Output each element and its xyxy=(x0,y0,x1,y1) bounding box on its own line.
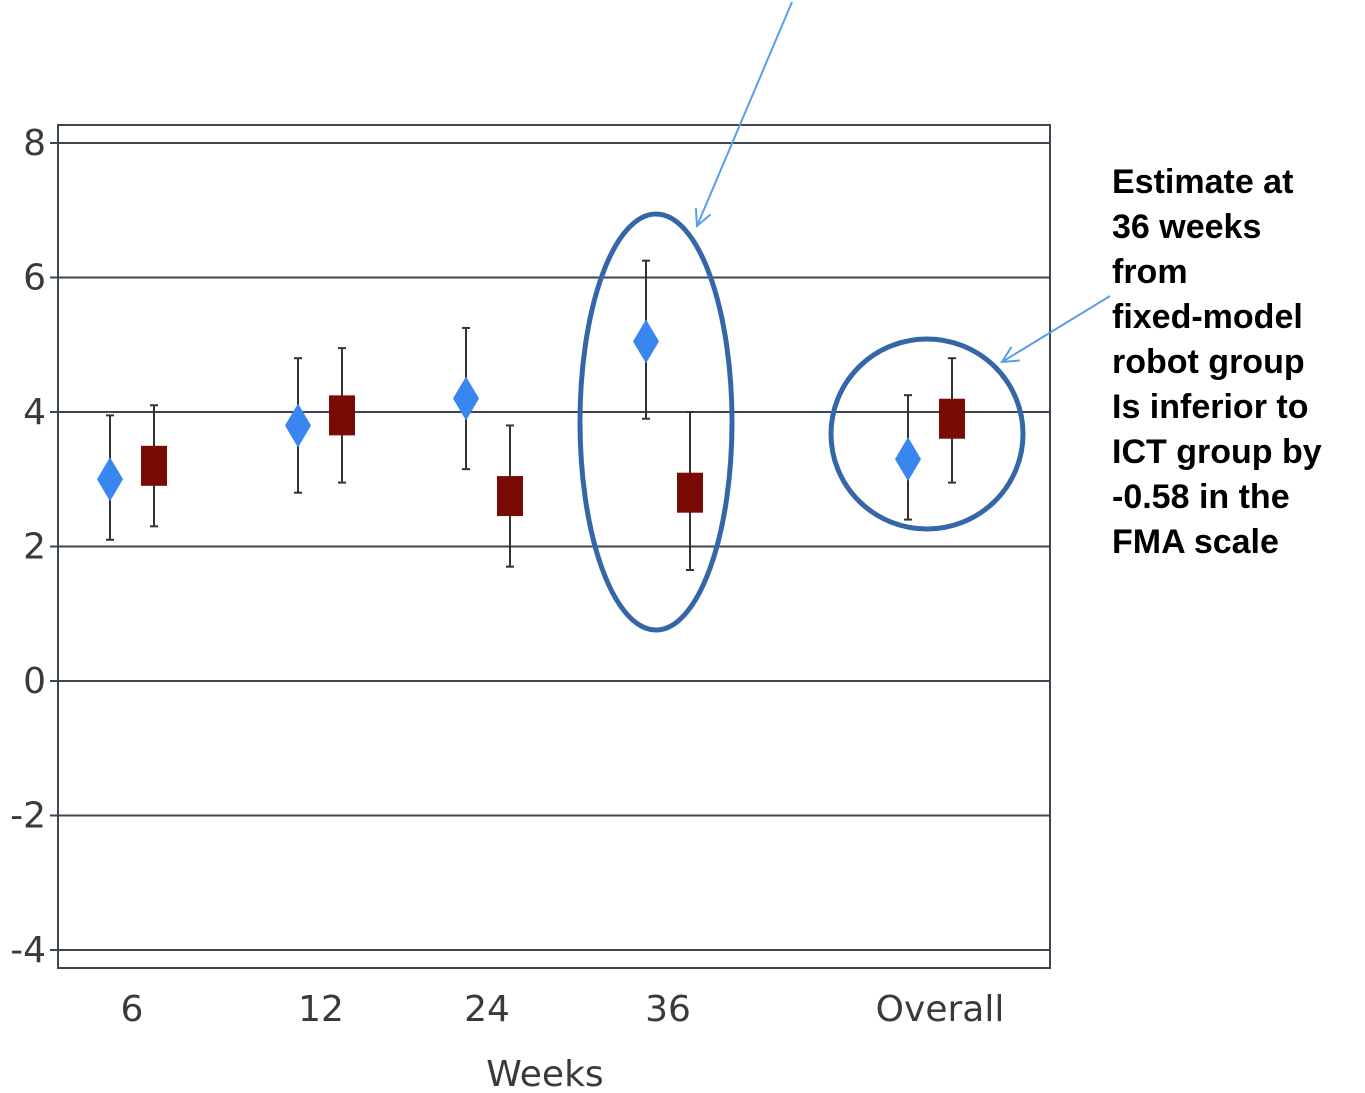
y-tick-label: -2 xyxy=(10,796,46,837)
arrow-to-36-weeks xyxy=(697,1,793,226)
annotation-line: FMA scale xyxy=(1112,523,1279,561)
square-marker xyxy=(497,476,523,517)
x-tick-label: 24 xyxy=(464,989,510,1030)
diamond-marker xyxy=(285,403,311,448)
square-marker xyxy=(939,398,965,439)
gridlines xyxy=(50,142,1050,951)
annotation-line: Is inferior to xyxy=(1112,388,1309,426)
x-tick-label: 12 xyxy=(298,989,344,1030)
diamond-marker xyxy=(453,376,479,421)
error-bars xyxy=(106,259,956,572)
annotation-line: 36 weeks xyxy=(1112,208,1262,246)
annotation-line: fixed-model xyxy=(1112,298,1303,336)
annotation-line: -0.58 in the xyxy=(1112,478,1290,516)
annotation-line: robot group xyxy=(1112,343,1305,381)
annotation-line: ICT group by xyxy=(1112,433,1322,471)
y-tick-label: 4 xyxy=(23,392,46,433)
y-tick-label: 0 xyxy=(23,661,46,702)
x-tick-label: 6 xyxy=(121,989,144,1030)
highlight-ellipse-36-weeks xyxy=(577,211,735,633)
diamond-marker xyxy=(895,437,921,482)
annotation-line: from xyxy=(1112,253,1188,291)
x-tick-label: 36 xyxy=(645,989,691,1030)
y-tick-label: -4 xyxy=(10,930,46,971)
y-axis-ticks: 8 6 4 2 0 -2 -4 xyxy=(10,123,46,971)
square-marker xyxy=(141,445,167,486)
x-axis-title: Weeks xyxy=(486,1054,603,1093)
square-marker xyxy=(329,395,355,436)
diamond-marker xyxy=(97,457,123,502)
highlight-marks xyxy=(577,211,1026,633)
arrow-to-overall xyxy=(1002,295,1111,362)
y-tick-label: 6 xyxy=(23,258,46,299)
x-tick-label: Overall xyxy=(876,989,1005,1030)
highlight-circle-overall xyxy=(828,336,1026,532)
diamond-marker xyxy=(633,319,659,364)
x-axis-ticks: 6 12 24 36 Overall xyxy=(121,989,1005,1030)
y-tick-label: 2 xyxy=(23,527,46,568)
point-markers xyxy=(97,319,965,517)
y-tick-label: 8 xyxy=(23,123,46,164)
annotation-line: Estimate at xyxy=(1112,163,1294,201)
square-marker xyxy=(677,472,703,513)
annotation-text: Estimate at 36 weeks from fixed-model robot … xyxy=(1112,160,1362,565)
